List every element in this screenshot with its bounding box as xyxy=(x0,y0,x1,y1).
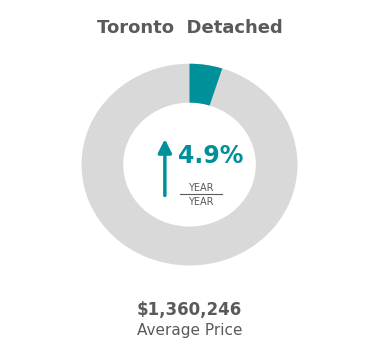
Wedge shape xyxy=(81,64,298,266)
Text: YEAR: YEAR xyxy=(188,183,214,193)
Wedge shape xyxy=(190,64,222,105)
Text: Toronto  Detached: Toronto Detached xyxy=(97,19,282,37)
Text: 4.9%: 4.9% xyxy=(178,144,243,168)
Text: $1,360,246: $1,360,246 xyxy=(137,301,242,319)
Text: YEAR: YEAR xyxy=(188,197,214,207)
Text: Average Price: Average Price xyxy=(137,324,242,338)
